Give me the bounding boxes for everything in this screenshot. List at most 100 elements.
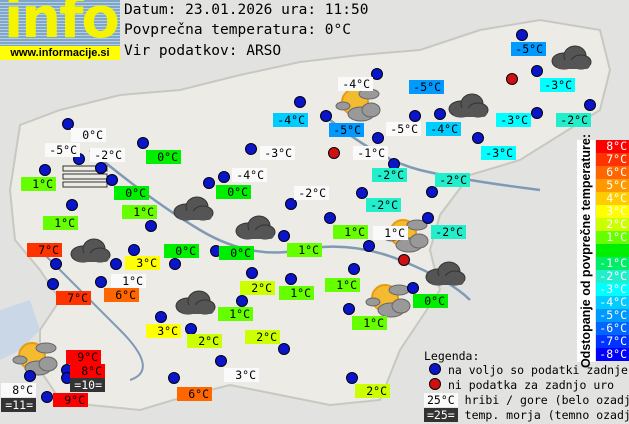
station-dot[interactable] [278, 343, 290, 355]
station-temperature-label: 3°C [146, 324, 181, 338]
station-dot[interactable] [168, 372, 180, 384]
station-temperature-label: -5°C [511, 42, 546, 56]
station-temperature-label: 1°C [333, 225, 368, 239]
station-temperature-label: 2°C [245, 330, 280, 344]
station-dot[interactable] [62, 118, 74, 130]
scale-cell: 8°C [596, 140, 629, 153]
station-dot[interactable] [278, 230, 290, 242]
scale-cell: 7°C [596, 153, 629, 166]
red-dot-icon [429, 378, 441, 390]
cloudy-icon [172, 289, 216, 319]
station-dot[interactable] [363, 240, 375, 252]
station-dot[interactable] [531, 107, 543, 119]
station-dot[interactable] [348, 263, 360, 275]
station-dot[interactable] [294, 96, 306, 108]
scale-cell: -6°C [596, 322, 629, 335]
scale-cell: 2°C [596, 218, 629, 231]
station-dot[interactable] [434, 108, 446, 120]
station-dot[interactable] [472, 132, 484, 144]
station-dot[interactable] [356, 187, 368, 199]
station-dot[interactable] [39, 164, 51, 176]
station-temperature-label: 9°C [66, 350, 101, 364]
station-temperature-label: 1°C [122, 205, 157, 219]
station-dot[interactable] [155, 311, 167, 323]
cloudy-icon [445, 92, 489, 122]
station-dot[interactable] [106, 174, 118, 186]
station-dot[interactable] [203, 177, 215, 189]
station-temperature-label: 1°C [287, 243, 322, 257]
station-temperature-label: 1°C [352, 316, 387, 330]
station-temperature-label: -2°C [294, 186, 329, 200]
station-dot-missing[interactable] [328, 147, 340, 159]
station-temperature-label: 2°C [355, 384, 390, 398]
station-dot[interactable] [343, 303, 355, 315]
station-dot[interactable] [110, 258, 122, 270]
legend-title: Legenda: [424, 349, 480, 363]
station-temperature-label: 1°C [111, 274, 146, 288]
station-dot[interactable] [371, 68, 383, 80]
scale-cell: 5°C [596, 179, 629, 192]
station-temperature-label: 7°C [56, 291, 91, 305]
partly-cloudy-icon [365, 280, 411, 324]
scale-title-text: Odstopanje od povprečne temperature: [579, 133, 593, 369]
legend-red-dot: ni podatka za zadnjo uro [429, 378, 614, 393]
station-dot[interactable] [285, 273, 297, 285]
station-dot[interactable] [128, 244, 140, 256]
station-temperature-label: 0°C [114, 186, 149, 200]
station-temperature-label: 7°C [27, 243, 62, 257]
station-temperature-label: 0°C [164, 244, 199, 258]
station-dot[interactable] [426, 186, 438, 198]
station-dot[interactable] [66, 199, 78, 211]
station-dot[interactable] [407, 282, 419, 294]
station-temperature-label: -5°C [409, 80, 444, 94]
station-dot[interactable] [95, 276, 107, 288]
station-dot[interactable] [137, 137, 149, 149]
station-temperature-label: 6°C [104, 288, 139, 302]
station-dot[interactable] [246, 267, 258, 279]
station-dot[interactable] [145, 220, 157, 232]
station-temperature-label: -2°C [556, 113, 591, 127]
station-dot[interactable] [236, 295, 248, 307]
station-dot-missing[interactable] [398, 254, 410, 266]
date-time: Datum: 23.01.2026 ura: 11:50 [124, 2, 369, 18]
station-dot[interactable] [215, 355, 227, 367]
station-dot[interactable] [531, 65, 543, 77]
station-temperature-label: -2°C [90, 148, 125, 162]
station-temperature-label: -4°C [232, 168, 267, 182]
station-temperature-label: 2°C [240, 281, 275, 295]
partly-cloudy-icon [12, 338, 58, 382]
logo[interactable]: info www.informacije.si [0, 0, 120, 60]
station-temperature-label: 3°C [224, 368, 259, 382]
station-dot[interactable] [409, 110, 421, 122]
station-dot-missing[interactable] [506, 73, 518, 85]
scale-cell: -8°C [596, 348, 629, 361]
station-dot[interactable] [245, 143, 257, 155]
station-dot[interactable] [320, 110, 332, 122]
station-dot[interactable] [169, 258, 181, 270]
station-dot[interactable] [422, 212, 434, 224]
station-dot[interactable] [218, 171, 230, 183]
station-dot[interactable] [372, 132, 384, 144]
station-temperature-label: -3°C [540, 78, 575, 92]
station-dot[interactable] [584, 99, 596, 111]
station-dot[interactable] [285, 198, 297, 210]
station-dot[interactable] [24, 370, 36, 382]
station-temperature-label: 0°C [146, 150, 181, 164]
average-temperature: Povprečna temperatura: 0°C [124, 22, 351, 38]
station-temperature-label: -3°C [481, 146, 516, 160]
station-dot[interactable] [516, 29, 528, 41]
station-temperature-label: -2°C [366, 198, 401, 212]
station-dot[interactable] [50, 258, 62, 270]
station-dot[interactable] [324, 212, 336, 224]
scale-cell: 6°C [596, 166, 629, 179]
station-temperature-label: 1°C [373, 226, 408, 240]
station-temperature-label: -3°C [260, 146, 295, 160]
cloudy-icon [232, 214, 276, 244]
station-dot[interactable] [41, 391, 53, 403]
station-dot[interactable] [95, 162, 107, 174]
station-dot[interactable] [346, 372, 358, 384]
scale-cell: -4°C [596, 296, 629, 309]
station-dot[interactable] [47, 278, 59, 290]
logo-url[interactable]: www.informacije.si [0, 46, 120, 60]
